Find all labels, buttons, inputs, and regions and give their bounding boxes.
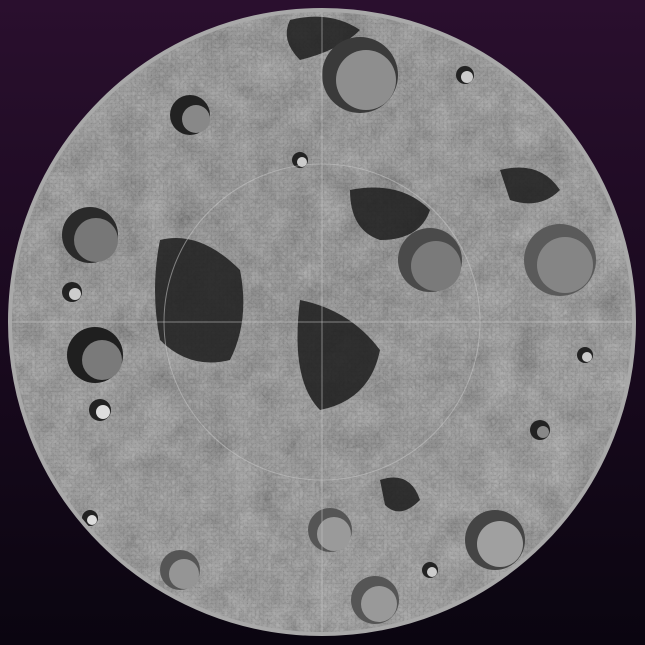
craters	[62, 37, 596, 624]
crater	[524, 224, 596, 296]
crater	[322, 37, 398, 113]
crater	[465, 510, 525, 570]
crater	[351, 576, 399, 624]
shadow	[297, 300, 380, 410]
crater	[89, 399, 111, 421]
shadow	[286, 16, 360, 61]
crater	[62, 207, 118, 263]
shadow	[500, 167, 560, 204]
shadow	[155, 238, 244, 363]
shadow	[380, 477, 420, 512]
crater	[530, 420, 550, 440]
crater	[398, 228, 462, 292]
crater	[422, 562, 438, 578]
crater	[67, 327, 123, 383]
crater	[456, 66, 474, 84]
shadow	[350, 187, 430, 240]
crater	[62, 282, 82, 302]
crater	[308, 508, 352, 552]
crater	[160, 550, 200, 590]
shadows	[155, 16, 560, 512]
latitude-circle	[163, 163, 481, 481]
disc-border	[8, 8, 636, 636]
crater	[82, 510, 98, 526]
grid-overlay	[10, 10, 634, 634]
crater	[170, 95, 210, 135]
crater	[577, 347, 593, 363]
